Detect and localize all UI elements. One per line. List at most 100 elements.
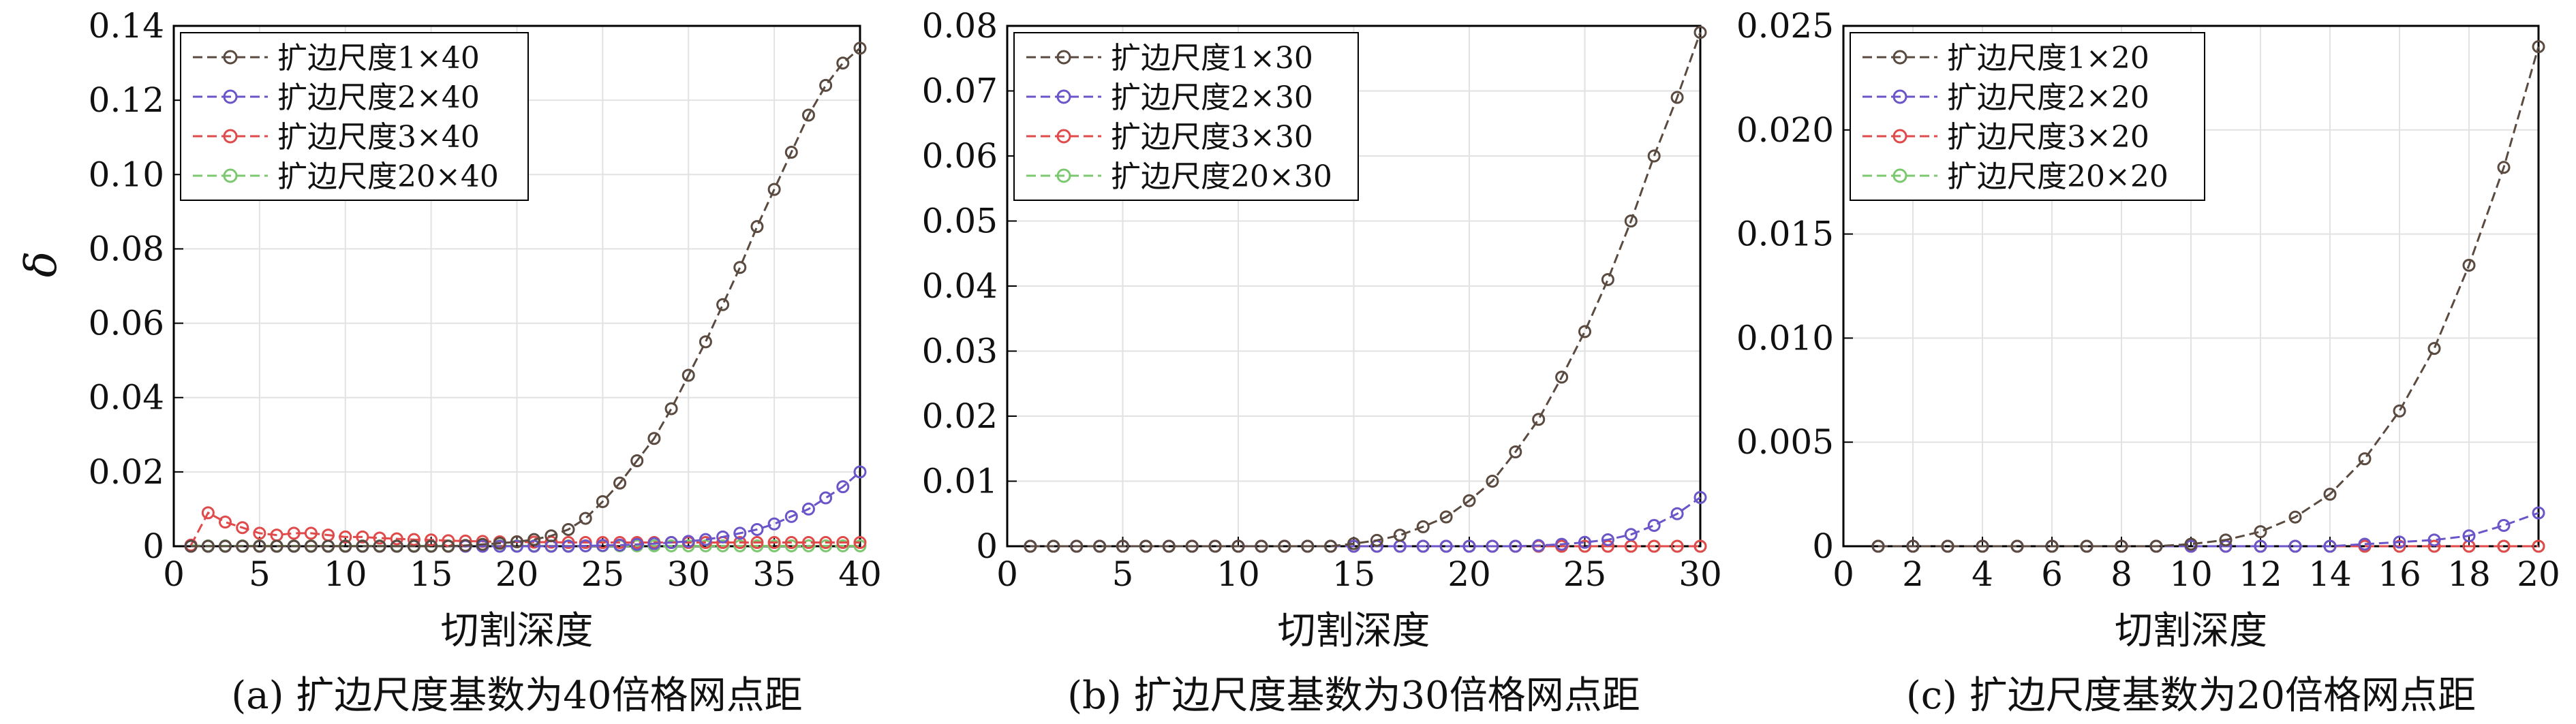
y-tick-label: 0.020 — [1736, 110, 1834, 150]
data-point — [647, 432, 661, 445]
data-point — [510, 539, 523, 553]
x-tick-label: 0 — [996, 554, 1018, 594]
data-point — [1462, 539, 1476, 553]
data-point — [2497, 539, 2511, 553]
data-point — [2393, 539, 2406, 553]
data-point — [716, 298, 730, 311]
data-point — [2427, 342, 2441, 356]
data-point — [613, 476, 627, 490]
data-point — [664, 536, 678, 550]
data-point — [2080, 539, 2094, 553]
data-point — [2288, 510, 2302, 524]
legend-swatch-marker — [223, 168, 238, 183]
data-point — [579, 539, 592, 552]
legend-swatch-marker — [1892, 89, 1907, 104]
data-point — [2532, 506, 2545, 520]
y-tick-label: 0.03 — [922, 332, 998, 371]
data-point — [219, 539, 232, 553]
legend-label: 扩边尺度1×30 — [1111, 41, 1313, 76]
x-tick-label: 6 — [2041, 554, 2063, 594]
data-point — [1555, 371, 1569, 384]
data-point — [733, 536, 747, 550]
y-axis-label: δ — [16, 251, 67, 278]
data-point — [1486, 475, 1499, 488]
x-tick-label: 15 — [1332, 554, 1376, 594]
panel-b: 0 5 10 15 20 25 30 0 0.01 0.02 0.03 0.04 0.05 0.06 0.0… — [922, 6, 1722, 718]
legend-swatch-marker — [223, 129, 238, 144]
data-point — [1393, 529, 1407, 542]
data-point — [2462, 258, 2476, 272]
legend-swatch-marker — [1056, 168, 1071, 183]
panel-caption: (b) 扩边尺度基数为30倍格网点距 — [1067, 674, 1640, 718]
data-point — [767, 183, 781, 196]
data-point — [356, 530, 369, 544]
x-tick-label: 10 — [2169, 554, 2213, 594]
data-point — [819, 491, 833, 505]
y-tick-label: 0.05 — [922, 202, 998, 241]
data-point — [2393, 404, 2406, 418]
data-point — [733, 526, 747, 540]
data-point — [801, 108, 815, 122]
data-point — [1871, 539, 1885, 553]
data-point — [1647, 539, 1661, 553]
x-tick-label: 2 — [1902, 554, 1924, 594]
data-point — [2323, 488, 2337, 501]
data-point — [1624, 528, 1638, 541]
y-tick-label: 0.12 — [89, 80, 164, 120]
data-point — [2393, 535, 2406, 549]
x-tick-label: 35 — [752, 554, 796, 594]
legend-swatch-marker — [223, 89, 238, 104]
data-point — [1601, 533, 1614, 546]
data-point — [836, 57, 850, 70]
x-tick-label: 25 — [1563, 554, 1607, 594]
data-point — [510, 535, 523, 548]
data-point — [184, 539, 198, 553]
data-point — [801, 502, 815, 516]
y-tick-label: 0.06 — [922, 136, 998, 176]
data-point — [1416, 520, 1430, 533]
x-tick-label: 8 — [2111, 554, 2132, 594]
y-tick-label: 0 — [1812, 526, 1834, 566]
data-point — [2427, 539, 2441, 553]
data-point — [579, 511, 592, 525]
data-point — [1301, 539, 1315, 553]
data-point — [1578, 535, 1591, 549]
data-point — [390, 539, 403, 553]
data-point — [562, 539, 575, 553]
data-point — [527, 539, 541, 553]
legend-label: 扩边尺度3×40 — [277, 120, 480, 155]
data-point — [2184, 537, 2198, 551]
data-point — [1486, 539, 1499, 553]
data-point — [681, 368, 695, 382]
data-point — [1693, 26, 1707, 40]
y-tick-label: 0.10 — [89, 155, 164, 194]
data-point — [1185, 539, 1199, 553]
legend-label: 扩边尺度3×30 — [1111, 120, 1313, 155]
legend-label: 扩边尺度20×40 — [277, 159, 499, 194]
x-tick-label: 4 — [1972, 554, 1993, 594]
data-point — [1555, 537, 1569, 551]
data-point — [767, 536, 781, 550]
data-point — [1670, 91, 1684, 104]
legend-swatch-marker — [1892, 129, 1907, 144]
data-point — [287, 539, 301, 553]
data-point — [1047, 539, 1060, 553]
data-point — [2045, 539, 2059, 553]
data-point — [2254, 525, 2267, 539]
legend-swatch-marker — [1056, 89, 1071, 104]
data-point — [476, 537, 489, 551]
y-tick-label: 0.005 — [1736, 422, 1834, 462]
data-point — [750, 220, 764, 234]
x-tick-label: 30 — [1678, 554, 1722, 594]
series-line — [1878, 46, 2540, 548]
data-point — [2358, 537, 2372, 551]
data-point — [373, 539, 386, 553]
x-tick-label: 20 — [495, 554, 539, 594]
data-point — [1462, 494, 1476, 507]
x-axis-label: 切割深度 — [1278, 609, 1430, 653]
data-point — [699, 533, 712, 546]
data-point — [545, 529, 558, 543]
legend-label: 扩边尺度1×20 — [1947, 41, 2149, 76]
x-tick-label: 5 — [1112, 554, 1134, 594]
data-point — [1278, 539, 1291, 553]
